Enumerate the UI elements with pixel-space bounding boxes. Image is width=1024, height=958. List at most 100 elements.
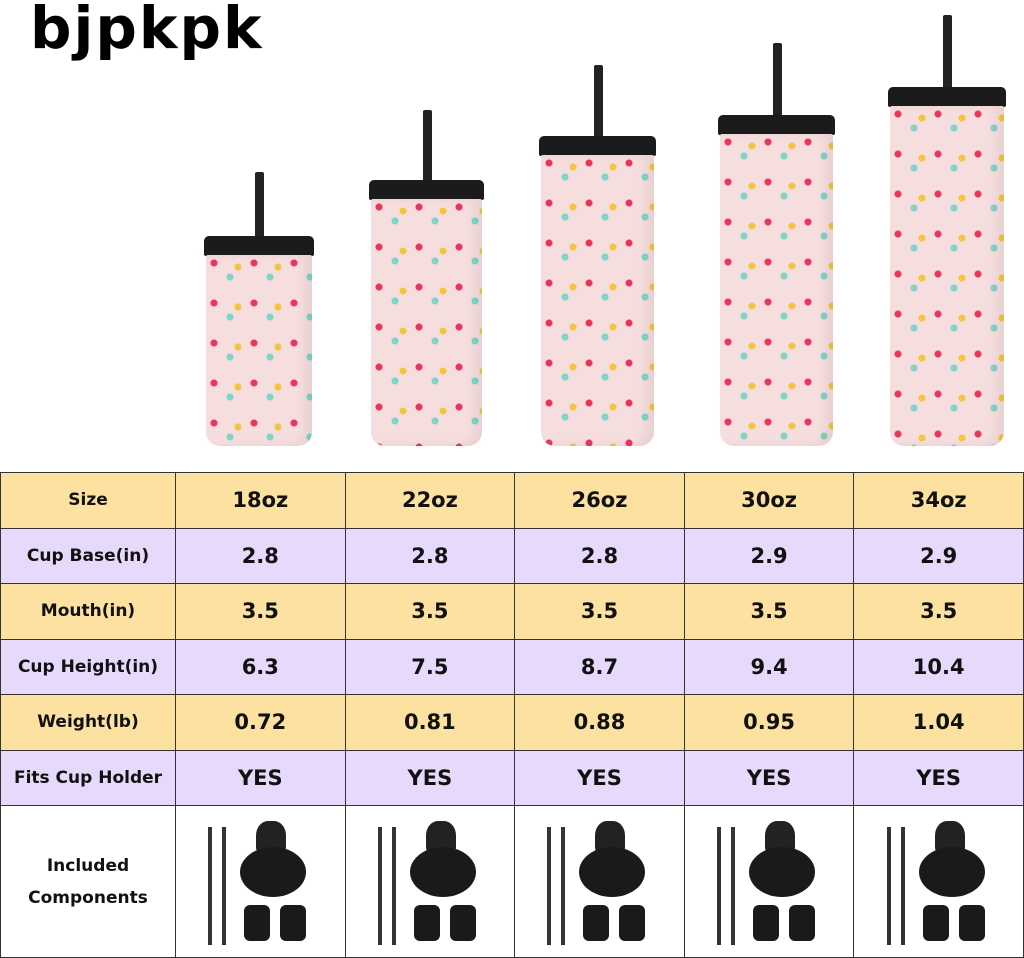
- straw: [772, 43, 782, 125]
- straw: [222, 826, 227, 945]
- straw: [717, 826, 722, 945]
- size-cell: 18oz: [175, 472, 346, 529]
- size-cell: 30oz: [683, 472, 855, 529]
- plug: [619, 904, 646, 941]
- row-header: Weight(lb): [0, 694, 176, 751]
- lid: [579, 846, 646, 897]
- cup-body: [371, 199, 482, 446]
- table-row: Cup Base(in) 2.8 2.8 2.8 2.9 2.9: [0, 527, 1024, 584]
- straw: [731, 826, 736, 945]
- value-cell: 0.88: [514, 694, 685, 751]
- value-cell: YES: [175, 749, 346, 806]
- tumbler-image: [888, 15, 1006, 446]
- components-image: [200, 817, 320, 947]
- row-header: Cup Height(in): [0, 638, 176, 695]
- size-cell: 26oz: [514, 472, 685, 529]
- table-row: Fits Cup Holder YES YES YES YES YES: [0, 749, 1024, 806]
- value-cell: YES: [344, 749, 516, 806]
- straw: [943, 15, 952, 97]
- lid: [240, 846, 307, 897]
- plug: [449, 904, 476, 941]
- lid: [918, 846, 985, 897]
- straw: [422, 110, 432, 190]
- value-cell: YES: [683, 749, 855, 806]
- plug: [922, 904, 949, 941]
- lid: [409, 846, 476, 897]
- size-comparison-table: Size 18oz 22oz 26oz 30oz 34oz Cup Base(i…: [0, 472, 1024, 958]
- table-row: Mouth(in) 3.5 3.5 3.5 3.5 3.5: [0, 583, 1024, 640]
- value-cell: YES: [514, 749, 685, 806]
- row-header: Included Components: [0, 805, 176, 958]
- straw: [886, 826, 891, 945]
- table-row-components: Included Components: [0, 805, 1024, 958]
- lid: [369, 180, 484, 200]
- tumbler-image: [539, 65, 656, 446]
- components-image: [539, 817, 659, 947]
- straw: [208, 826, 213, 945]
- value-cell: 3.5: [514, 583, 685, 640]
- straw: [547, 826, 552, 945]
- value-cell: 0.81: [344, 694, 516, 751]
- value-cell: YES: [853, 749, 1024, 806]
- row-header: Fits Cup Holder: [0, 749, 176, 806]
- components-image: [879, 817, 999, 947]
- straw: [377, 826, 382, 945]
- row-header: Size: [0, 472, 176, 529]
- value-cell: 1.04: [853, 694, 1024, 751]
- cup-body: [890, 106, 1004, 446]
- plug: [958, 904, 985, 941]
- straw: [593, 65, 603, 146]
- components-cell: [853, 805, 1024, 958]
- cup-body: [720, 134, 833, 446]
- straw: [561, 826, 566, 945]
- value-cell: 0.95: [683, 694, 855, 751]
- straw: [391, 826, 396, 945]
- value-cell: 3.5: [683, 583, 855, 640]
- row-header: Mouth(in): [0, 583, 176, 640]
- value-cell: 2.9: [853, 527, 1024, 584]
- table-row: Weight(lb) 0.72 0.81 0.88 0.95 1.04: [0, 694, 1024, 751]
- value-cell: 3.5: [175, 583, 346, 640]
- lid: [888, 87, 1006, 107]
- components-cell: [344, 805, 516, 958]
- lid: [718, 115, 835, 135]
- value-cell: 3.5: [344, 583, 516, 640]
- components-image: [370, 817, 490, 947]
- value-cell: 8.7: [514, 638, 685, 695]
- value-cell: 10.4: [853, 638, 1024, 695]
- components-cell: [683, 805, 855, 958]
- value-cell: 2.8: [175, 527, 346, 584]
- plug: [583, 904, 610, 941]
- brand-logo: bjpkpk: [30, 0, 264, 62]
- cup-body: [541, 155, 654, 446]
- tumbler-image: [718, 43, 835, 446]
- value-cell: 6.3: [175, 638, 346, 695]
- plug: [789, 904, 816, 941]
- cup-body: [206, 255, 312, 446]
- value-cell: 9.4: [683, 638, 855, 695]
- value-cell: 2.8: [514, 527, 685, 584]
- components-image: [709, 817, 829, 947]
- components-cell: [175, 805, 346, 958]
- plug: [280, 904, 307, 941]
- components-cell: [514, 805, 685, 958]
- table-row: Cup Height(in) 6.3 7.5 8.7 9.4 10.4: [0, 638, 1024, 695]
- table-row-size: Size 18oz 22oz 26oz 30oz 34oz: [0, 472, 1024, 529]
- lid: [749, 846, 816, 897]
- straw: [255, 172, 264, 246]
- value-cell: 2.8: [344, 527, 516, 584]
- plug: [244, 904, 271, 941]
- size-cell: 22oz: [344, 472, 516, 529]
- value-cell: 3.5: [853, 583, 1024, 640]
- value-cell: 0.72: [175, 694, 346, 751]
- value-cell: 7.5: [344, 638, 516, 695]
- lid: [204, 236, 314, 256]
- tumbler-image: [369, 110, 484, 446]
- size-cell: 34oz: [853, 472, 1024, 529]
- lid: [539, 136, 656, 156]
- row-header: Cup Base(in): [0, 527, 176, 584]
- straw: [900, 826, 905, 945]
- value-cell: 2.9: [683, 527, 855, 584]
- plug: [413, 904, 440, 941]
- tumbler-image: [204, 172, 314, 446]
